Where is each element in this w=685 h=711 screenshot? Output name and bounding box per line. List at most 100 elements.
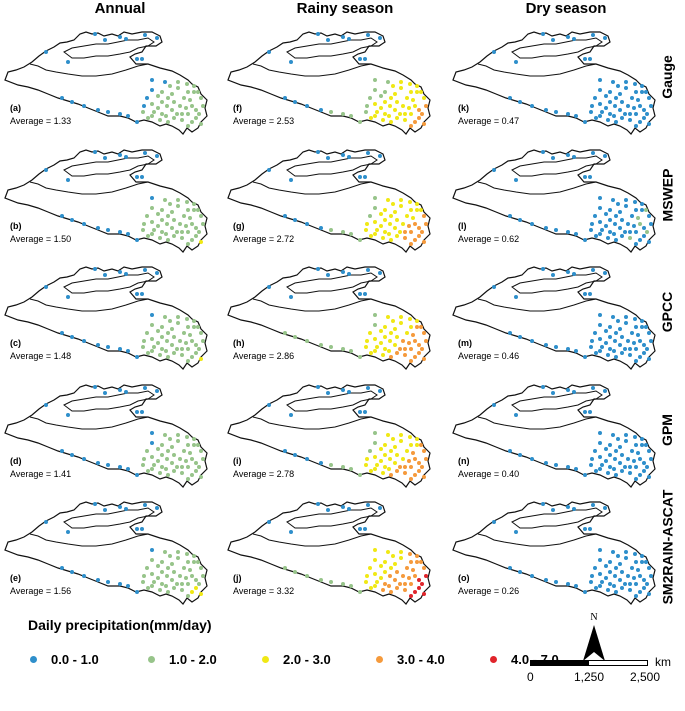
station-point [329,345,333,349]
station-point [341,582,345,586]
station-point [618,562,622,566]
station-point [518,570,522,574]
station-point [566,505,570,509]
panel-letter: (h) [233,338,245,348]
station-point [326,273,330,277]
legend-label: 0.0 - 1.0 [51,652,99,667]
map-panel: (c) Average = 1.48 [2,257,212,370]
station-point [190,339,194,343]
station-point [640,554,644,558]
station-point [190,355,194,359]
station-point [366,503,370,507]
station-point [379,564,383,568]
station-point [409,560,413,564]
station-point [142,574,146,578]
column-title-0: Annual [94,0,146,17]
station-point [93,32,97,36]
station-point [293,218,297,222]
station-point [642,116,646,120]
station-point [155,389,159,393]
station-point [152,345,156,349]
plateau-map [452,266,656,370]
map-panel: (l) Average = 0.62 [450,140,660,253]
panel-letter: (a) [10,103,21,113]
station-point [387,232,391,236]
station-point [373,349,377,353]
station-point [614,214,618,218]
station-point [165,457,169,461]
station-point [401,222,405,226]
plateau-map [452,501,656,605]
station-point [176,556,180,560]
station-point [319,578,323,582]
station-point [417,116,421,120]
station-point [170,562,174,566]
basin-boundary [286,390,378,412]
basin-boundary [511,155,603,177]
station-point [389,590,393,594]
station-point [176,433,180,437]
station-point [373,572,377,576]
station-point [415,202,419,206]
station-point [182,96,186,100]
station-point [175,582,179,586]
station-point [196,560,200,564]
station-point [419,208,423,212]
station-point [186,242,190,246]
basin-boundary [63,507,155,529]
panel-letter: (d) [10,456,22,466]
station-point [638,120,642,124]
station-point [644,443,648,447]
station-point [160,570,164,574]
station-point [620,100,624,104]
plateau-boundary [227,149,431,253]
station-point [422,240,426,244]
station-point [160,443,164,447]
station-point [172,335,176,339]
station-point [44,285,48,289]
panel-average: Average = 1.48 [10,351,72,361]
station-point [616,202,620,206]
station-point [381,353,385,357]
plateau-map [4,384,208,488]
station-point [293,570,297,574]
station-point [103,273,107,277]
station-point [166,590,170,594]
station-point [642,586,646,590]
station-point [409,443,413,447]
station-point [60,214,64,218]
station-point [417,108,421,112]
station-point [598,349,602,353]
station-point [341,230,345,234]
station-point [66,60,70,64]
station-point [182,566,186,570]
station-point [638,222,642,226]
station-point [598,196,602,200]
station-point [283,214,287,218]
station-point [170,327,174,331]
station-point [530,457,534,461]
station-point [305,222,309,226]
station-point [363,175,367,179]
station-point [632,106,636,110]
panel-average: Average = 3.32 [233,586,295,596]
station-point [649,457,653,461]
station-point [405,214,409,218]
station-point [422,566,426,570]
station-point [166,331,170,335]
station-point [554,228,558,232]
station-point [634,242,638,246]
station-point [649,574,653,578]
station-point [96,108,100,112]
station-point [544,461,548,465]
station-point [201,104,205,108]
station-point [583,473,587,477]
station-point [140,527,144,531]
station-point [160,112,164,116]
station-point [118,388,122,392]
station-point [642,578,646,582]
station-point [319,226,323,230]
station-point [118,112,122,116]
station-point [379,224,383,228]
station-point [638,339,642,343]
